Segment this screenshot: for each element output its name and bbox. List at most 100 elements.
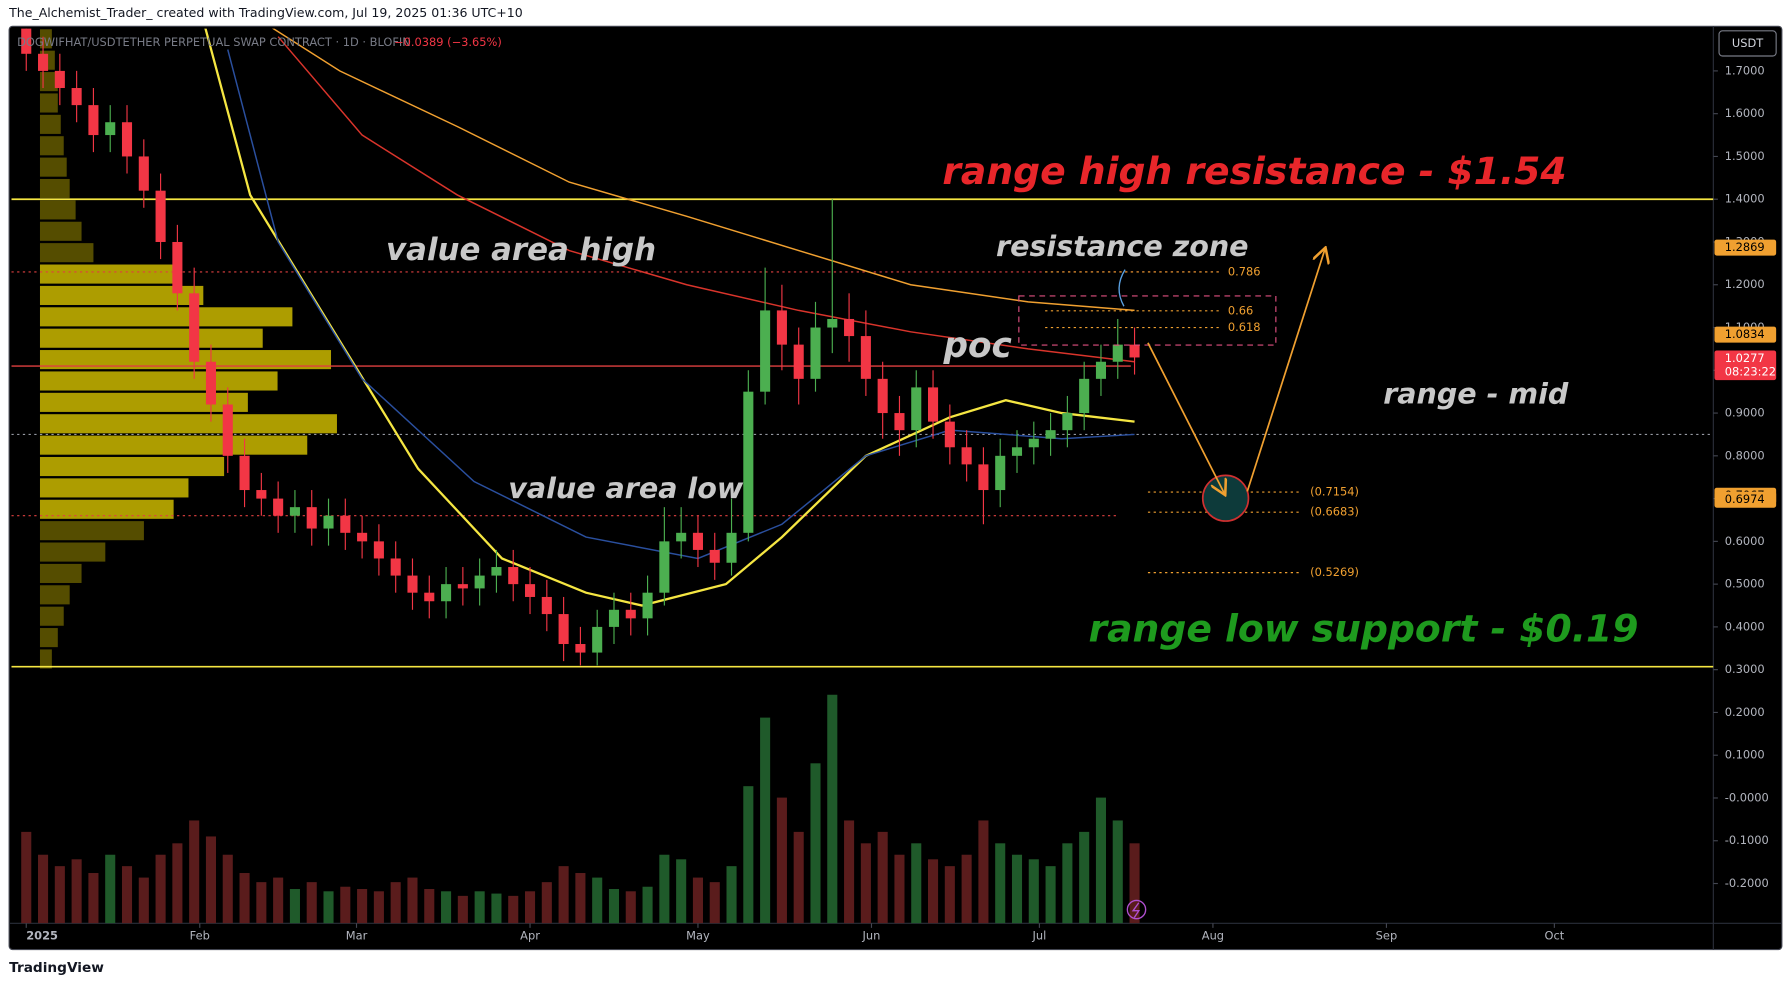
candle-body <box>608 609 620 627</box>
y-tick-label: 0.2000 <box>1725 705 1765 719</box>
candle-body <box>155 190 166 242</box>
volume-profile-bar <box>39 649 52 669</box>
volume-bar <box>441 891 452 924</box>
volume-bar <box>138 877 149 924</box>
volume-profile-bar <box>39 264 174 284</box>
symbol: DOGWIFHAT/USDTETHER PERPETUAL SWAP CONTR… <box>17 35 411 49</box>
volume-bar <box>205 836 217 924</box>
candle-body <box>88 105 99 136</box>
annotation: value area high <box>386 232 656 268</box>
volume-bar <box>172 843 183 924</box>
volume-bar <box>642 886 653 924</box>
volume-bar <box>508 895 519 924</box>
candle-body <box>844 318 855 337</box>
candle-body <box>1079 378 1090 414</box>
volume-profile-bar <box>39 178 70 199</box>
candle-body <box>860 336 871 379</box>
y-tick-label: -0.2000 <box>1725 876 1769 890</box>
volume-bar <box>944 866 955 924</box>
chart-pane <box>8 25 1783 951</box>
candle-body <box>373 541 384 559</box>
x-tick-label: Jun <box>862 928 881 942</box>
volume-bar <box>743 786 754 924</box>
credit: The_Alchemist_Trader_ created with Tradi… <box>8 5 523 20</box>
candle-body <box>306 507 317 529</box>
blue-arrow <box>1118 269 1126 307</box>
volume-bar <box>978 820 989 924</box>
y-tick-label: 0.1000 <box>1725 748 1765 762</box>
volume-bar <box>289 889 300 924</box>
y-tick-label: 1.2000 <box>1725 277 1765 291</box>
price-tag-label: 1.0277 <box>1725 351 1765 365</box>
volume-bar <box>457 895 468 924</box>
price-tag <box>1714 239 1777 256</box>
volume-bar <box>424 889 435 924</box>
volume-bar <box>995 843 1006 924</box>
volume-profile-bar <box>39 93 58 113</box>
up-arrow <box>1246 249 1325 492</box>
candle-body <box>105 122 116 136</box>
volume-bar <box>592 877 603 924</box>
price-tag <box>1714 491 1777 508</box>
volume-profile-bar <box>39 328 263 348</box>
candle-body <box>457 584 468 589</box>
candle-body <box>709 549 720 563</box>
candle-body <box>944 421 955 448</box>
plot-clip <box>11 28 1714 924</box>
volume-bar <box>273 877 284 924</box>
x-tick-label: May <box>686 928 710 942</box>
candle-body <box>558 614 569 645</box>
volume-bar <box>306 882 317 924</box>
volume-profile-bar <box>39 606 64 626</box>
y-tick-label: 0.5000 <box>1725 577 1765 591</box>
down-arrow <box>1147 342 1225 494</box>
y-tick-label: 0.3000 <box>1725 662 1765 676</box>
volume-bar <box>776 797 787 924</box>
volume-bar <box>558 866 569 924</box>
candle-body <box>978 464 989 491</box>
volume-bar <box>357 889 368 924</box>
resistance-box <box>1018 295 1277 346</box>
candle-body <box>961 447 972 465</box>
candle-body <box>340 515 351 533</box>
fib-label: (0.6683) <box>1310 505 1359 519</box>
volume-profile-bar <box>39 285 204 305</box>
candle-body <box>289 507 300 516</box>
volume-bar <box>390 882 401 924</box>
volume-profile-bar <box>39 563 82 583</box>
volume-bar <box>676 859 687 924</box>
volume-profile-bar <box>39 29 52 49</box>
volume-profile-bar <box>39 114 61 134</box>
candle-body <box>894 413 905 431</box>
volume-bar <box>659 854 670 924</box>
volume-bar <box>625 891 636 924</box>
volume-bar <box>1011 854 1023 924</box>
volume-bar <box>189 820 200 924</box>
volume-bar <box>38 854 49 924</box>
candle-body <box>323 515 334 529</box>
alert-icon[interactable] <box>1126 899 1147 920</box>
candle-body <box>642 592 653 619</box>
volume-profile-bar <box>39 371 278 391</box>
annotation: resistance zone <box>996 229 1249 263</box>
candle-body <box>441 584 452 602</box>
volume-profile-bar <box>39 200 76 220</box>
countdown: 08:23:22 <box>1725 365 1776 379</box>
currency-button[interactable] <box>1718 30 1777 57</box>
volume-bar <box>373 891 384 924</box>
fib-label: (0.5269) <box>1310 565 1359 579</box>
y-tick-label: 1.5000 <box>1725 149 1765 163</box>
price-tag <box>1714 350 1777 381</box>
candle-body <box>474 575 485 589</box>
volume-bar <box>88 873 99 924</box>
candle-body <box>407 575 418 593</box>
y-tick-label: -0.1000 <box>1725 833 1769 847</box>
currency[interactable]: USDT <box>1732 36 1763 50</box>
footer-logo: TradingView <box>9 960 104 976</box>
candle-body <box>743 391 754 533</box>
candle-body <box>541 596 552 615</box>
y-tick-label: 1.6000 <box>1725 106 1765 120</box>
candle-body <box>1129 344 1140 358</box>
volume-bar <box>810 763 821 924</box>
price-tag-label: 1.2869 <box>1725 240 1765 254</box>
